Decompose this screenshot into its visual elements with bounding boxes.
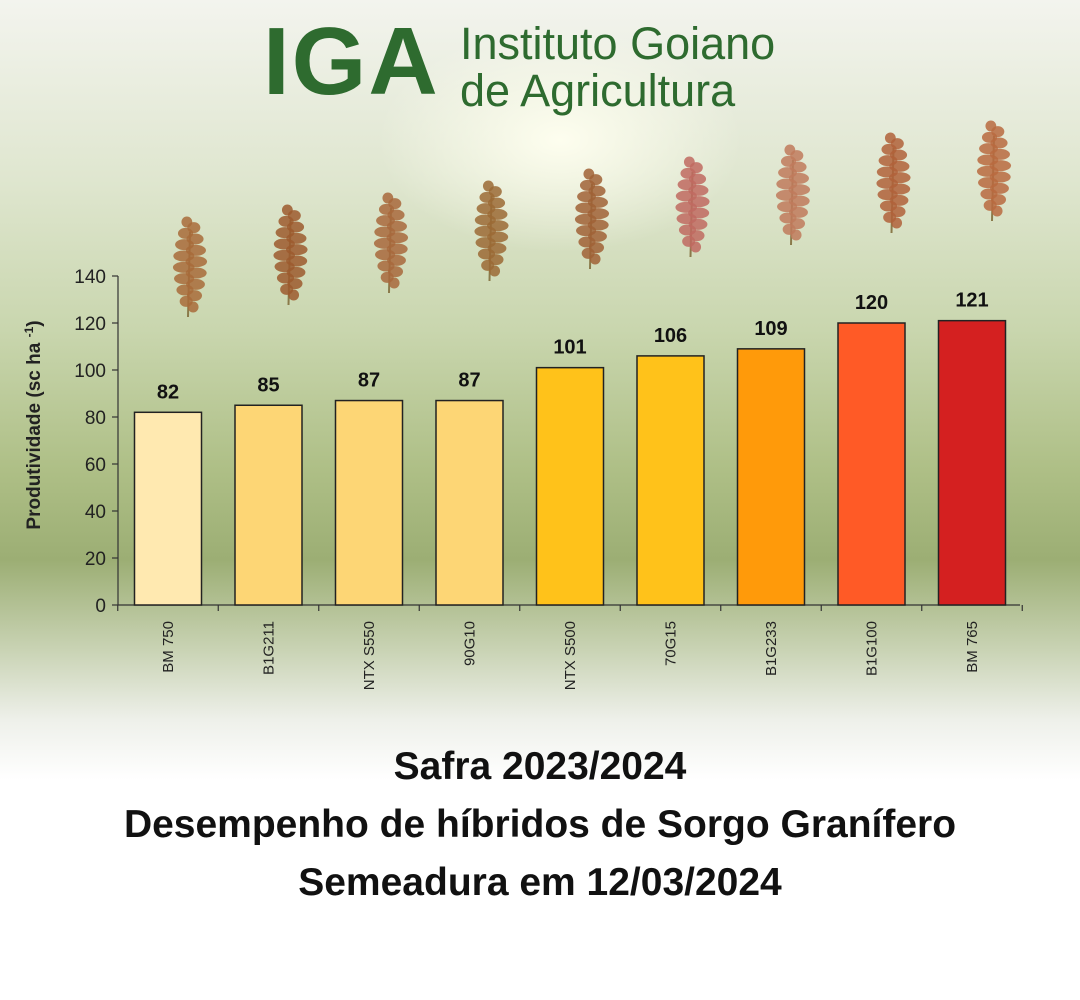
bar [435,399,504,606]
sorghum-panicle-icon [574,168,610,270]
data-label: 87 [358,370,380,392]
sorghum-panicle-icon [273,204,308,306]
logo-letters: IGA [263,8,440,115]
bars: 82 85 87 87 101 106 109 120 121 [133,290,1007,606]
y-tick-label: 140 [74,267,106,288]
y-tick-label: 0 [95,596,106,617]
bar [937,319,1007,606]
bar [636,355,705,606]
sorghum-panicle-icon [775,144,811,246]
sorghum-panicle-icon [976,120,1012,222]
data-label: 85 [257,374,279,396]
bar [133,411,203,606]
x-tick-label: B1G100 [864,621,881,676]
organization-name-line1: Instituto Goiano [460,18,776,69]
caption-sowing-date: Semeadura em 12/03/2024 [298,861,782,904]
data-label: 82 [157,381,179,403]
x-tick-label: BM 765 [964,621,981,673]
bar-chart: 0 20 40 60 80 100 120 140 BM 750 B1G211 NTX S550 9… [22,120,1023,690]
x-tick-label: 90G10 [462,621,479,666]
x-tick-label: NTX S500 [562,621,579,690]
y-axis-label-text: Produtividade (sc ha [24,342,45,529]
data-label: 109 [754,318,787,340]
y-tick-label: 80 [85,408,106,429]
y-tick-label: 60 [85,455,106,476]
y-axis: 0 20 40 60 80 100 120 140 [74,267,119,617]
y-tick-label: 20 [85,549,106,570]
captions: Safra 2023/2024 Desempenho de híbridos d… [0,738,1080,912]
y-axis-label-close: ) [24,320,45,326]
x-axis: BM 750 B1G211 NTX S550 90G10 NTX S500 70G15 B1… [117,604,1023,690]
iga-logo: IGA Instituto Goiano de Agricultura [255,8,835,115]
sorghum-panicle-icon [373,192,409,294]
sorghum-panicle-icon [876,132,911,234]
sorghum-panicle-images [172,120,1012,318]
organization-name-line2: de Agricultura [460,65,736,116]
y-axis-label-superscript: -1 [22,326,36,337]
x-tick-label: BM 750 [160,621,177,673]
sorghum-panicle-icon [675,156,710,258]
data-label: 121 [955,290,988,312]
data-label: 101 [553,337,586,359]
data-label: 87 [458,370,480,392]
bar [535,366,605,606]
caption-season: Safra 2023/2024 [393,745,687,788]
x-tick-label: NTX S550 [361,621,378,690]
bar [234,404,303,606]
sorghum-panicle-icon [474,180,509,282]
bar [837,322,906,606]
organization-name: Instituto Goiano de Agricultura [460,20,775,114]
caption-subject: Desempenho de híbridos de Sorgo Granífer… [123,803,957,846]
x-tick-label: B1G211 [261,621,278,675]
y-tick-label: 120 [74,314,106,335]
sorghum-panicle-icon [172,216,208,318]
x-tick-label: 70G15 [663,621,680,666]
bar [334,399,404,606]
data-label: 106 [654,325,687,347]
x-tick-label: B1G233 [763,621,780,676]
bar [736,348,806,606]
y-tick-label: 100 [74,361,106,382]
y-tick-label: 40 [85,502,106,523]
y-axis-label: Produtividade (sc ha -1) [22,320,45,529]
data-label: 120 [855,292,888,314]
